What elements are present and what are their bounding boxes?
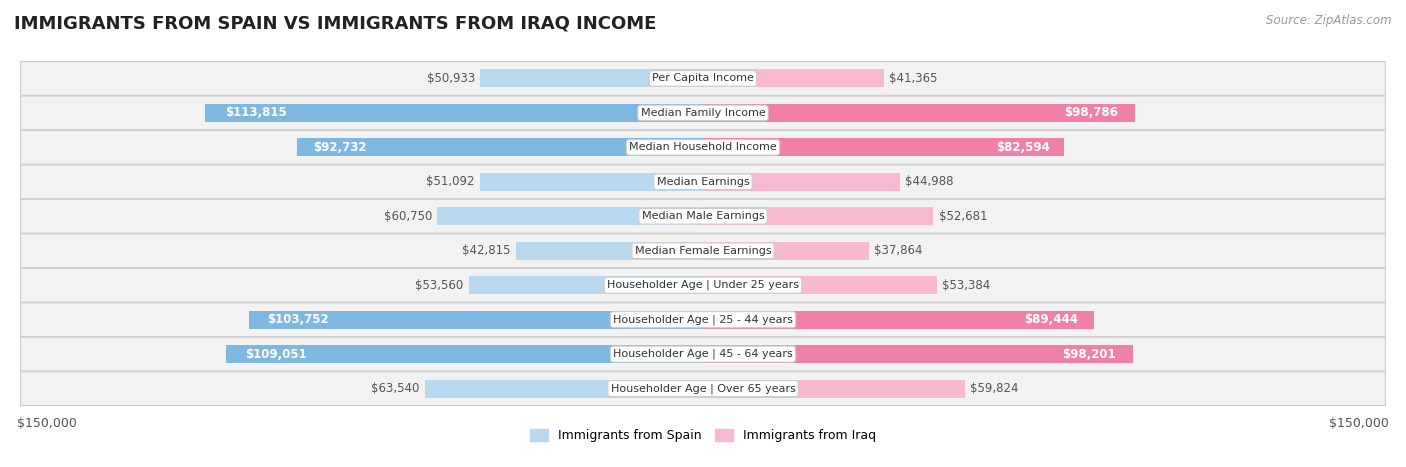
Text: $51,092: $51,092 [426, 175, 474, 188]
Text: $59,824: $59,824 [970, 382, 1018, 395]
Text: $53,384: $53,384 [942, 279, 990, 292]
Bar [479, 173, 703, 191]
FancyBboxPatch shape [21, 269, 1385, 302]
Bar [703, 311, 1094, 329]
Bar [703, 242, 869, 260]
Text: $98,201: $98,201 [1062, 347, 1115, 361]
Text: Per Capita Income: Per Capita Income [652, 73, 754, 84]
Bar [468, 276, 703, 294]
FancyBboxPatch shape [21, 96, 1385, 130]
Bar [437, 207, 703, 225]
Bar [703, 207, 934, 225]
Text: Householder Age | 45 - 64 years: Householder Age | 45 - 64 years [613, 349, 793, 359]
FancyBboxPatch shape [21, 62, 1385, 95]
Bar [226, 345, 703, 363]
Text: $92,732: $92,732 [314, 141, 367, 154]
Bar [703, 380, 965, 397]
Text: Median Family Income: Median Family Income [641, 108, 765, 118]
FancyBboxPatch shape [21, 130, 1385, 164]
Bar [703, 345, 1133, 363]
Bar [703, 138, 1064, 156]
Text: $109,051: $109,051 [245, 347, 307, 361]
Text: $113,815: $113,815 [225, 106, 287, 120]
Bar [703, 173, 900, 191]
Text: $42,815: $42,815 [463, 244, 510, 257]
Text: $82,594: $82,594 [995, 141, 1050, 154]
Text: $89,444: $89,444 [1025, 313, 1078, 326]
Bar [481, 70, 703, 87]
Bar [703, 276, 936, 294]
Bar [703, 104, 1135, 122]
FancyBboxPatch shape [21, 234, 1385, 268]
Text: Householder Age | Under 25 years: Householder Age | Under 25 years [607, 280, 799, 290]
Bar [298, 138, 703, 156]
Text: $53,560: $53,560 [415, 279, 464, 292]
Text: $41,365: $41,365 [889, 72, 938, 85]
Text: Median Earnings: Median Earnings [657, 177, 749, 187]
Text: $52,681: $52,681 [939, 210, 987, 223]
FancyBboxPatch shape [21, 303, 1385, 337]
FancyBboxPatch shape [21, 199, 1385, 233]
Text: $44,988: $44,988 [905, 175, 953, 188]
Text: $50,933: $50,933 [426, 72, 475, 85]
FancyBboxPatch shape [21, 165, 1385, 198]
Text: $37,864: $37,864 [875, 244, 922, 257]
Bar [703, 70, 884, 87]
Legend: Immigrants from Spain, Immigrants from Iraq: Immigrants from Spain, Immigrants from I… [524, 425, 882, 447]
Text: Householder Age | Over 65 years: Householder Age | Over 65 years [610, 383, 796, 394]
Text: $98,786: $98,786 [1064, 106, 1118, 120]
Text: Median Household Income: Median Household Income [628, 142, 778, 152]
Text: Source: ZipAtlas.com: Source: ZipAtlas.com [1267, 14, 1392, 27]
Bar [516, 242, 703, 260]
Text: $60,750: $60,750 [384, 210, 432, 223]
Text: Householder Age | 25 - 44 years: Householder Age | 25 - 44 years [613, 314, 793, 325]
Text: IMMIGRANTS FROM SPAIN VS IMMIGRANTS FROM IRAQ INCOME: IMMIGRANTS FROM SPAIN VS IMMIGRANTS FROM… [14, 14, 657, 32]
Text: $63,540: $63,540 [371, 382, 420, 395]
Bar [249, 311, 703, 329]
Text: Median Female Earnings: Median Female Earnings [634, 246, 772, 256]
FancyBboxPatch shape [21, 337, 1385, 371]
Bar [205, 104, 703, 122]
Text: Median Male Earnings: Median Male Earnings [641, 211, 765, 221]
Text: $103,752: $103,752 [267, 313, 329, 326]
FancyBboxPatch shape [21, 372, 1385, 405]
Bar [425, 380, 703, 397]
